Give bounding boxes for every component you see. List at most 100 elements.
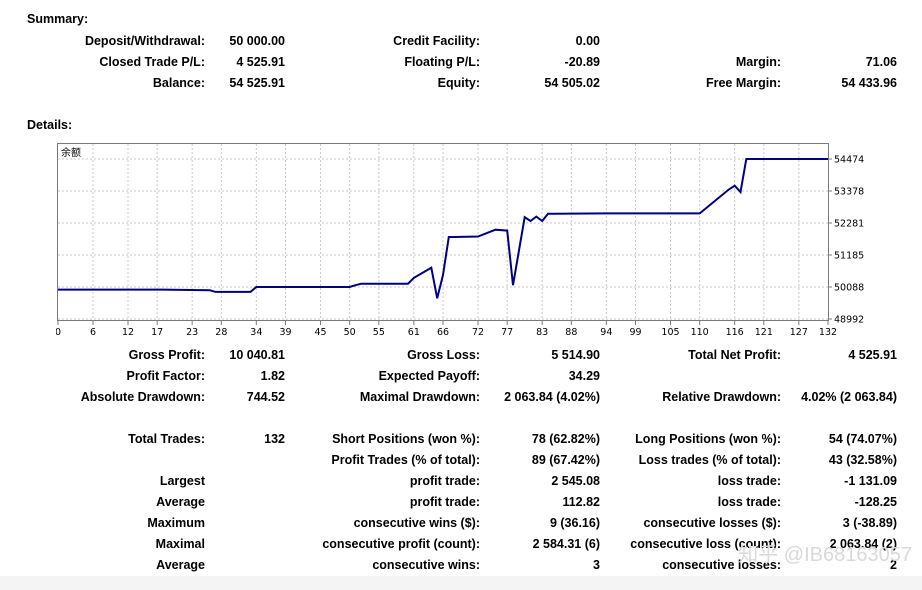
x-tick-label: 6	[90, 327, 96, 338]
equity-label: Equity:	[437, 76, 480, 90]
closed-pl-label: Closed Trade P/L:	[99, 55, 205, 69]
summary-heading: Summary:	[27, 12, 89, 26]
chart-title: 余额	[61, 146, 81, 159]
profit-trades-label: Profit Trades (% of total):	[331, 453, 480, 467]
x-tick-label: 105	[661, 327, 679, 338]
x-tick-label: 17	[151, 327, 163, 338]
credit-value: 0.00	[575, 34, 600, 48]
profit-factor-value: 1.82	[260, 369, 285, 383]
x-tick-label: 45	[314, 327, 326, 338]
long-positions-label: Long Positions (won %):	[635, 432, 781, 446]
largest-loss-trade-value: -1 131.09	[844, 474, 897, 488]
relative-drawdown-label: Relative Drawdown:	[662, 390, 781, 404]
max-consecutive-losses-value: 3 (-38.89)	[842, 516, 897, 530]
free-margin-label: Free Margin:	[705, 76, 781, 90]
average-loss-trade-label: loss trade:	[717, 495, 781, 509]
margin-value: 71.06	[865, 55, 897, 69]
gross-profit-label: Gross Profit:	[128, 348, 205, 362]
average-consecutive-wins-value: 3	[593, 558, 600, 572]
total-net-profit-value: 4 525.91	[848, 348, 897, 362]
x-tick-label: 127	[790, 327, 808, 338]
short-positions-label: Short Positions (won %):	[332, 432, 480, 446]
total-net-profit-label: Total Net Profit:	[688, 348, 781, 362]
profit-trades-value: 89 (67.42%)	[531, 453, 600, 467]
long-positions-value: 54 (74.07%)	[828, 432, 897, 446]
deposit-label: Deposit/Withdrawal:	[84, 34, 205, 48]
maximal-label: Maximal	[155, 537, 205, 551]
maximal-drawdown-value: 2 063.84 (4.02%)	[504, 390, 600, 404]
average-consecutive-wins-label: consecutive wins:	[372, 558, 480, 572]
relative-drawdown-value: 4.02% (2 063.84)	[801, 390, 897, 404]
plot-frame	[57, 143, 829, 321]
y-tick-label: 54474	[834, 155, 864, 166]
average-profit-trade-value: 112.82	[562, 495, 600, 509]
maximal-consecutive-profit-label: consecutive profit (count):	[322, 537, 480, 551]
profit-factor-label: Profit Factor:	[126, 369, 205, 383]
x-tick-label: 66	[437, 327, 449, 338]
balance-value: 54 525.91	[229, 76, 285, 90]
free-margin-value: 54 433.96	[841, 76, 897, 90]
average-consecutive-label: Average	[156, 558, 205, 572]
largest-label: Largest	[159, 474, 205, 488]
average-label: Average	[156, 495, 205, 509]
x-tick-label: 116	[726, 327, 744, 338]
y-axis-ticks: 54474 53378 52281 51185 50088 48992	[828, 155, 864, 326]
average-consecutive-losses-label: consecutive losses:	[662, 558, 781, 572]
y-tick-label: 51185	[834, 250, 864, 261]
average-profit-trade-label: profit trade:	[409, 495, 480, 509]
max-consecutive-wins-value: 9 (36.16)	[549, 516, 600, 530]
credit-label: Credit Facility:	[393, 34, 480, 48]
y-tick-label: 50088	[834, 283, 864, 294]
x-tick-label: 77	[501, 327, 513, 338]
y-tick-label: 48992	[834, 315, 864, 326]
average-consecutive-losses-value: 2	[890, 558, 897, 572]
x-tick-label: 110	[691, 327, 709, 338]
maximal-consecutive-profit-value: 2 584.31 (6)	[532, 537, 600, 551]
margin-label: Margin:	[735, 55, 781, 69]
chart-grid	[58, 144, 828, 321]
gross-profit-value: 10 040.81	[229, 348, 285, 362]
largest-loss-trade-label: loss trade:	[717, 474, 781, 488]
floating-pl-value: -20.89	[564, 55, 600, 69]
absolute-drawdown-label: Absolute Drawdown:	[80, 390, 205, 404]
y-tick-label: 52281	[834, 219, 864, 230]
expected-payoff-value: 34.29	[568, 369, 600, 383]
gross-loss-value: 5 514.90	[551, 348, 600, 362]
x-tick-label: 132	[819, 327, 837, 338]
loss-trades-label: Loss trades (% of total):	[638, 453, 781, 467]
y-tick-label: 53378	[834, 186, 864, 197]
floating-pl-label: Floating P/L:	[404, 55, 480, 69]
short-positions-value: 78 (62.82%)	[531, 432, 600, 446]
x-tick-label: 12	[122, 327, 134, 338]
deposit-value: 50 000.00	[229, 34, 285, 48]
max-consecutive-wins-label: consecutive wins ($):	[353, 516, 480, 530]
maximal-drawdown-label: Maximal Drawdown:	[359, 390, 480, 404]
bottom-strip	[0, 576, 922, 590]
watermark: 知乎 @IB68163057	[738, 544, 912, 566]
x-tick-label: 99	[629, 327, 641, 338]
maximal-consecutive-loss-value: 2 063.84 (2)	[829, 537, 897, 551]
largest-profit-trade-label: profit trade:	[409, 474, 480, 488]
expected-payoff-label: Expected Payoff:	[378, 369, 480, 383]
x-tick-label: 23	[186, 327, 198, 338]
total-trades-value: 132	[264, 432, 285, 446]
loss-trades-value: 43 (32.58%)	[828, 453, 897, 467]
balance-label: Balance:	[152, 76, 205, 90]
x-tick-label: 39	[279, 327, 291, 338]
balance-series-line	[58, 158, 828, 299]
x-axis-ticks: 0 6 12 17 23 28 34 39 45 50 55 61 66 72 77 83 88 94 99 105 1…	[56, 321, 837, 338]
x-tick-label: 83	[536, 327, 548, 338]
max-consecutive-losses-label: consecutive losses ($):	[643, 516, 781, 530]
average-loss-trade-value: -128.25	[854, 495, 897, 509]
x-tick-label: 55	[373, 327, 385, 338]
equity-value: 54 505.02	[544, 76, 600, 90]
closed-pl-value: 4 525.91	[236, 55, 285, 69]
total-trades-label: Total Trades:	[128, 432, 205, 446]
absolute-drawdown-value: 744.52	[246, 390, 285, 404]
x-tick-label: 28	[215, 327, 227, 338]
x-tick-label: 121	[755, 327, 773, 338]
largest-profit-trade-value: 2 545.08	[551, 474, 600, 488]
maximum-label: Maximum	[147, 516, 205, 530]
x-tick-label: 34	[250, 327, 262, 338]
